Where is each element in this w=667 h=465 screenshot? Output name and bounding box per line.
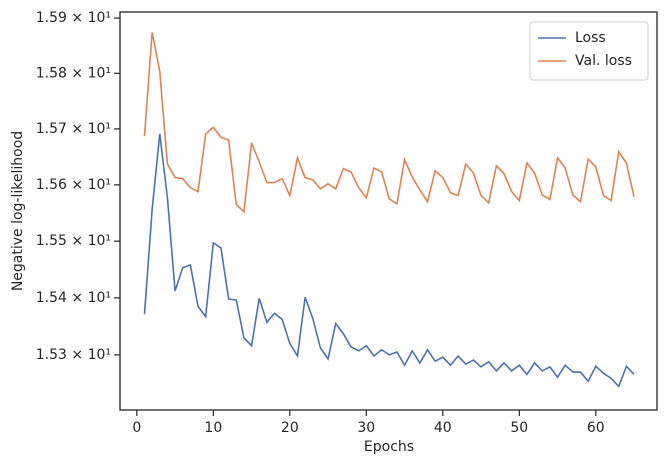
x-tick-label: 0 [132,420,141,436]
x-tick-label: 30 [357,420,375,436]
x-tick-label: 40 [434,420,452,436]
x-axis-label: Epochs [364,439,414,455]
legend-box [529,21,649,81]
x-tick-label: 60 [587,420,605,436]
y-tick-label: 1.54 × 10¹ [36,290,111,306]
y-tick-label: 1.53 × 10¹ [36,347,111,363]
x-tick-label: 10 [204,420,222,436]
legend-label: Loss [575,30,606,46]
y-tick-label: 1.59 × 10¹ [36,10,111,26]
legend-label: Val. loss [575,53,632,69]
y-tick-label: 1.57 × 10¹ [36,121,111,137]
y-tick-label: 1.58 × 10¹ [36,65,111,81]
plot-frame [119,11,658,411]
series-line [143,133,635,388]
x-tick-label: 20 [281,420,299,436]
y-tick-label: 1.55 × 10¹ [36,233,111,249]
series-line [143,32,635,214]
x-tick-label: 50 [510,420,528,436]
y-axis-label: Negative log-likelihood [10,131,26,291]
y-tick-label: 1.56 × 10¹ [36,177,111,193]
